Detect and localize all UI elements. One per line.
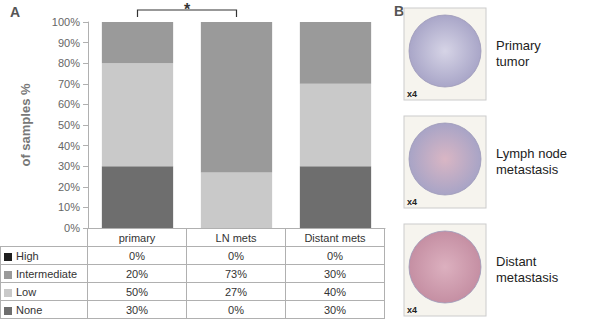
svg-text:of samples %: of samples % <box>18 83 33 167</box>
html-text:0%: 0% <box>228 303 244 316</box>
html-text:0%: 0% <box>228 249 244 262</box>
html-text:40%: 40% <box>324 285 346 298</box>
html-text:A: A <box>10 4 21 20</box>
html-text:30%: 30% <box>126 303 148 316</box>
html-text:Low: Low <box>16 285 37 298</box>
svg-text:60%: 60% <box>58 98 80 110</box>
html-text:27%: 27% <box>225 285 247 298</box>
svg-text:40%: 40% <box>58 140 80 152</box>
html-text:30%: 30% <box>324 303 346 316</box>
svg-text:*: * <box>184 1 191 18</box>
html-text:Distant mets: Distant mets <box>304 231 366 244</box>
svg-text:x4: x4 <box>407 305 417 315</box>
html-text:LN mets: LN mets <box>215 231 257 244</box>
svg-text:30%: 30% <box>58 160 80 172</box>
svg-text:20%: 20% <box>58 181 80 193</box>
svg-text:x4: x4 <box>407 89 417 99</box>
html-text:0%: 0% <box>327 249 343 262</box>
html-text:30%: 30% <box>324 267 346 280</box>
html-text:20%: 20% <box>126 267 148 280</box>
svg-text:10%: 10% <box>58 201 80 213</box>
svg-text:Distant: Distant <box>496 254 537 269</box>
html-text:50%: 50% <box>126 285 148 298</box>
svg-text:100%: 100% <box>52 16 80 28</box>
svg-text:90%: 90% <box>58 37 80 49</box>
html-text:Intermediate: Intermediate <box>16 267 78 280</box>
svg-text:80%: 80% <box>58 57 80 69</box>
svg-text:metastasis: metastasis <box>496 270 559 285</box>
svg-text:Primary: Primary <box>496 38 541 53</box>
svg-text:50%: 50% <box>58 119 80 131</box>
svg-text:0%: 0% <box>64 222 80 234</box>
html-text:73%: 73% <box>225 267 247 280</box>
html-text:0%: 0% <box>129 249 145 262</box>
svg-text:tumor: tumor <box>496 54 530 69</box>
html-text:None: None <box>16 303 43 316</box>
svg-text:B: B <box>394 3 404 19</box>
svg-text:70%: 70% <box>58 78 80 90</box>
svg-text:metastasis: metastasis <box>496 162 559 177</box>
svg-text:x4: x4 <box>407 197 417 207</box>
svg-text:Lymph node: Lymph node <box>496 146 567 161</box>
html-text:primary: primary <box>118 231 156 244</box>
html-text:High: High <box>16 249 39 262</box>
